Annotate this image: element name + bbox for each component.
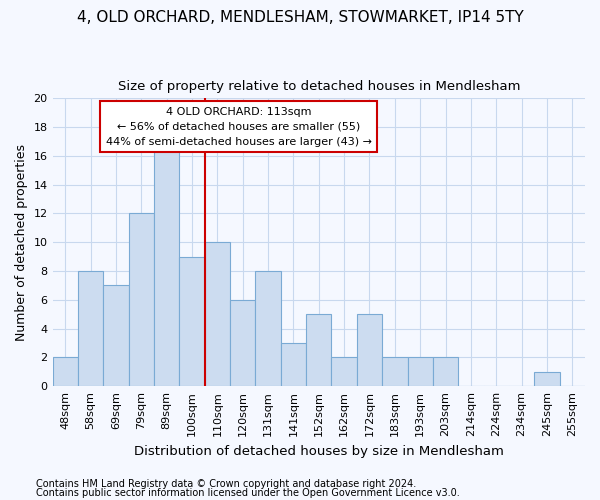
Text: 4 OLD ORCHARD: 113sqm
← 56% of detached houses are smaller (55)
44% of semi-deta: 4 OLD ORCHARD: 113sqm ← 56% of detached …	[106, 107, 372, 146]
Bar	[382, 358, 407, 386]
Title: Size of property relative to detached houses in Mendlesham: Size of property relative to detached ho…	[118, 80, 520, 93]
Y-axis label: Number of detached properties: Number of detached properties	[15, 144, 28, 341]
Text: Contains public sector information licensed under the Open Government Licence v3: Contains public sector information licen…	[36, 488, 460, 498]
X-axis label: Distribution of detached houses by size in Mendlesham: Distribution of detached houses by size …	[134, 444, 504, 458]
Bar	[179, 256, 205, 386]
Bar	[331, 358, 357, 386]
Bar	[281, 343, 306, 386]
Bar	[433, 358, 458, 386]
Bar	[103, 286, 128, 386]
Bar	[357, 314, 382, 386]
Bar	[230, 300, 256, 386]
Bar	[205, 242, 230, 386]
Text: 4, OLD ORCHARD, MENDLESHAM, STOWMARKET, IP14 5TY: 4, OLD ORCHARD, MENDLESHAM, STOWMARKET, …	[77, 10, 523, 25]
Bar	[534, 372, 560, 386]
Text: Contains HM Land Registry data © Crown copyright and database right 2024.: Contains HM Land Registry data © Crown c…	[36, 479, 416, 489]
Bar	[154, 142, 179, 386]
Bar	[407, 358, 433, 386]
Bar	[78, 271, 103, 386]
Bar	[256, 271, 281, 386]
Bar	[53, 358, 78, 386]
Bar	[128, 214, 154, 386]
Bar	[306, 314, 331, 386]
